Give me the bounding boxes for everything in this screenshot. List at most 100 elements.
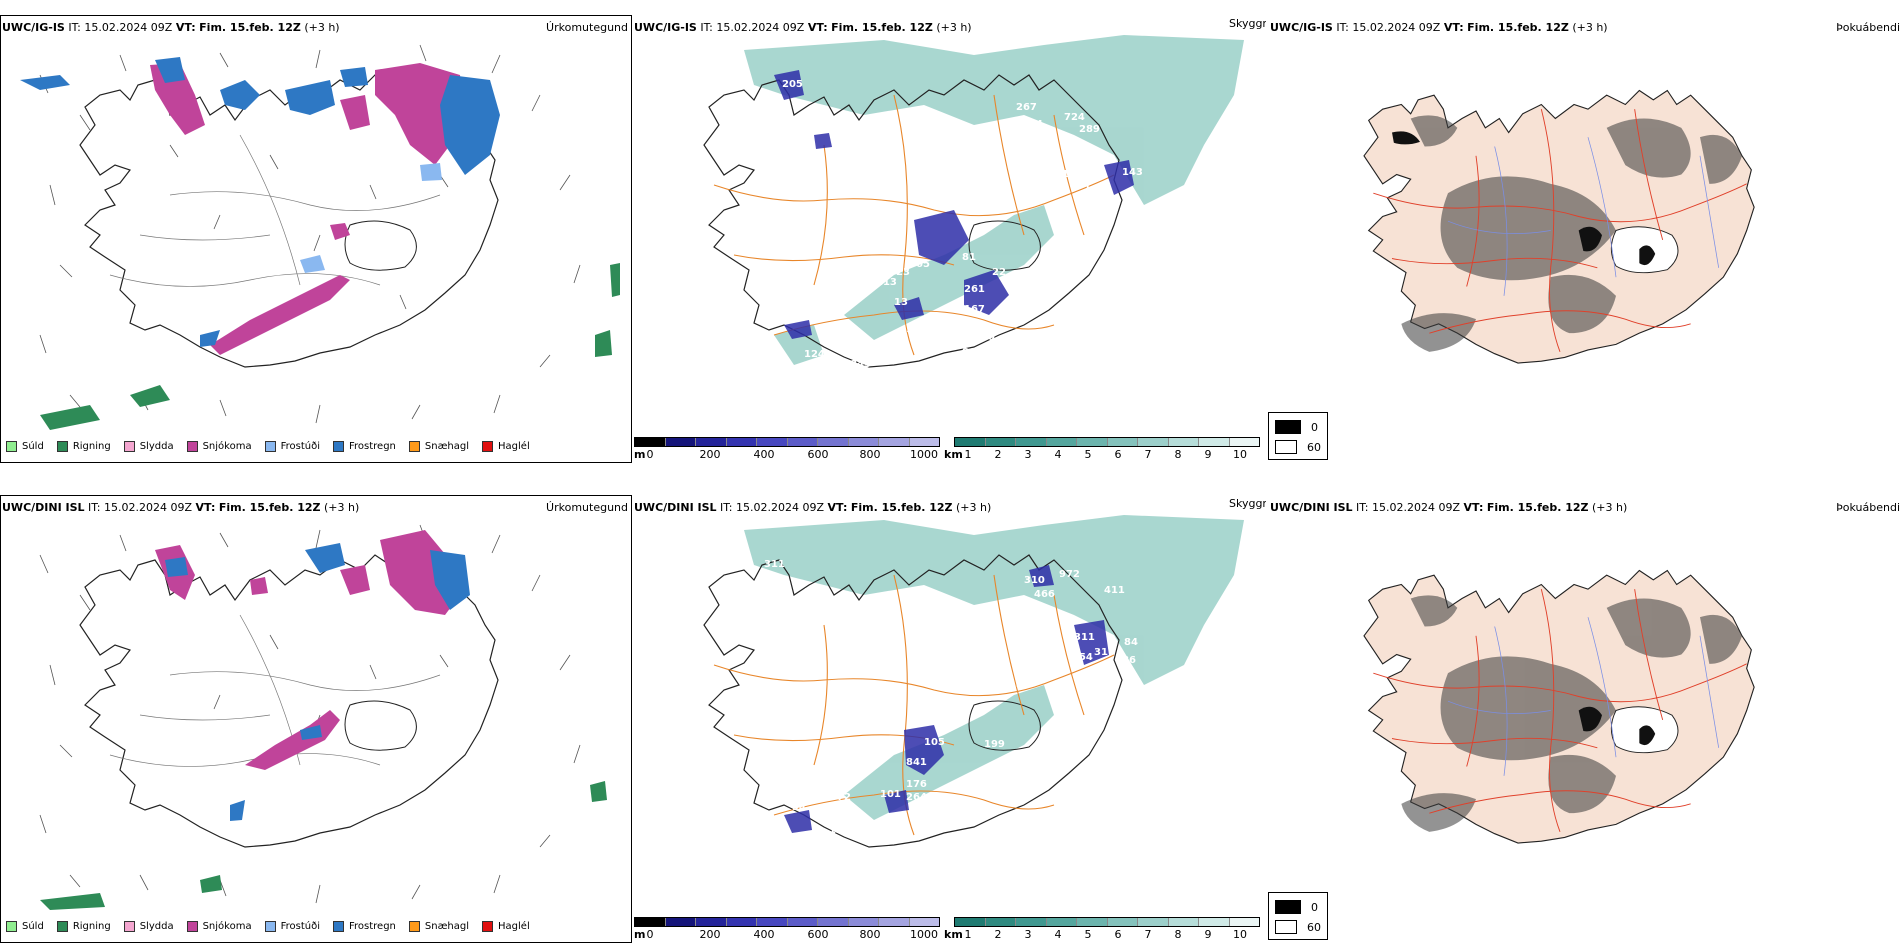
cloud-label: 65 <box>916 259 930 270</box>
legend-label: Snæhagl <box>424 441 470 452</box>
rivers <box>1447 617 1720 776</box>
legend-label: Rigning <box>72 921 111 932</box>
panel-header: UWC/IG-IS IT: 15.02.2024 09Z VT: Fim. 15… <box>634 21 972 34</box>
fog-legend-row: 0 <box>1275 417 1321 437</box>
swatch-snow <box>186 441 198 452</box>
legend-item: Rigning <box>56 441 111 452</box>
precip-type-panel-row1: UWC/IG-IS IT: 15.02.2024 09Z VT: Fim. 15… <box>0 15 632 463</box>
tick-label: 0 <box>646 928 654 941</box>
fog-legend-value: 0 <box>1311 420 1318 434</box>
fog-panel-row1: UWC/IG-IS IT: 15.02.2024 09Z VT: Fim. 15… <box>1268 15 1900 463</box>
vt-value: Fim. 15.feb. 12Z <box>218 501 321 514</box>
cloud-label: 13 <box>894 297 908 308</box>
tick-label: 9 <box>1204 448 1212 461</box>
fog-legend-row: 60 <box>1275 917 1321 937</box>
tick-label: 6 <box>1114 448 1122 461</box>
legend-label: Rigning <box>72 441 111 452</box>
it-label: IT: <box>1336 21 1349 34</box>
vt-label: VT: <box>1443 21 1464 34</box>
precip-title: Úrkomutegund <box>546 501 628 514</box>
legend-label: Frostregn <box>349 441 396 452</box>
precip-map-frame <box>0 495 632 943</box>
cloud-label: 311 <box>764 559 785 570</box>
legend-item: Haglél <box>482 921 530 932</box>
tick-label: 800 <box>859 448 881 461</box>
tick-label: 7 <box>1144 448 1152 461</box>
cloud-label: 267 <box>1016 102 1037 113</box>
precip-snow <box>155 530 460 770</box>
swatch-freezing-rain <box>333 921 344 932</box>
cloud-label: 142 <box>1084 184 1105 195</box>
panel-header: UWC/IG-IS IT: 15.02.2024 09Z VT: Fim. 15… <box>1270 21 1608 34</box>
cloud-base-shading <box>774 70 1134 339</box>
cloud-label: 724 <box>1064 112 1085 123</box>
it-value: 15.02.2024 09Z <box>716 21 805 34</box>
legend-label: Snjókoma <box>202 921 252 932</box>
swatch-rain <box>56 441 68 452</box>
cloud-label: 133 <box>1009 679 1030 690</box>
roads <box>1373 109 1747 352</box>
cloud-title: Skyggni <box>1229 17 1266 30</box>
panel-header: UWC/IG-IS IT: 15.02.2024 09Z VT: Fim. 15… <box>2 21 340 34</box>
legend-item: Snjókoma <box>186 921 252 932</box>
it-label: IT: <box>700 21 713 34</box>
swatch-snow-pellets <box>408 441 420 452</box>
fog-shading <box>1401 115 1742 352</box>
precip-freezing-rain <box>165 543 470 821</box>
cloud-base-colorbar: m 0 200 400 600 800 1000 <box>634 437 940 461</box>
glacier-outline <box>344 220 417 271</box>
legend-item: Súld <box>6 921 44 932</box>
swatch-sleet <box>123 921 135 932</box>
precip-title: Úrkomutegund <box>546 21 628 34</box>
cloud-label: 164 <box>1032 667 1053 678</box>
cloud-label: 264 <box>1022 119 1043 130</box>
cloud-label: 72 <box>837 792 851 803</box>
cloud-label: 845 <box>850 359 871 370</box>
model-name: UWC/DINI ISL <box>1270 501 1353 514</box>
vt-label: VT: <box>807 21 828 34</box>
legend-item: Slydda <box>123 921 174 932</box>
legend-label: Súld <box>22 921 44 932</box>
it-label: IT: <box>1356 501 1369 514</box>
precip-rain <box>40 781 607 910</box>
model-name: UWC/IG-IS <box>634 21 697 34</box>
precip-freezing-drizzle <box>300 163 442 273</box>
legend-label: Frostregn <box>349 921 396 932</box>
tick-label: 400 <box>753 928 775 941</box>
tick-label: 4 <box>1054 448 1062 461</box>
roads <box>109 134 441 287</box>
cloud-label: 376 <box>802 115 823 126</box>
precip-rain <box>40 263 620 430</box>
legend-item: Snæhagl <box>408 921 469 932</box>
visibility-colorbar: km 1 2 3 4 5 6 7 8 9 10 <box>944 917 1260 941</box>
vt-label: VT: <box>195 501 216 514</box>
colorbar-cells <box>954 437 1260 447</box>
rivers <box>1447 137 1720 296</box>
legend-item: Snjókoma <box>186 441 252 452</box>
cloud-label: 100 <box>974 332 995 343</box>
it-label: IT: <box>88 501 101 514</box>
tick-label: 1 <box>964 448 972 461</box>
it-value: 15.02.2024 09Z <box>84 21 173 34</box>
cloud-label: 289 <box>1079 124 1100 135</box>
legend-label: Snjókoma <box>202 441 252 452</box>
precip-map-frame <box>0 15 632 463</box>
fog-legend-value: 0 <box>1311 900 1318 914</box>
cloud-label: 411 <box>1104 585 1125 596</box>
colorbar-ticks: m 0 200 400 600 800 1000 <box>634 927 940 941</box>
swatch-sleet <box>123 441 135 452</box>
fog-title: Þokuábendi <box>1836 21 1900 34</box>
swatch-snow <box>186 921 198 932</box>
swatch-rain <box>56 921 68 932</box>
visibility-shading <box>744 515 1244 820</box>
legend-item: Frostúði <box>264 921 320 932</box>
cloud-label: 101 <box>880 789 901 800</box>
visibility-colorbar: km 1 2 3 4 5 6 7 8 9 10 <box>944 437 1260 461</box>
precip-map <box>39 524 607 910</box>
precip-snow <box>150 63 465 355</box>
cloud-title: Skyggni <box>1229 497 1266 510</box>
lead-time: (+3 h) <box>1592 501 1628 514</box>
tick-label: 200 <box>699 448 721 461</box>
fog-swatch-black <box>1275 900 1301 914</box>
cloud-base-colorbar: m 0 200 400 600 800 1000 <box>634 917 940 941</box>
